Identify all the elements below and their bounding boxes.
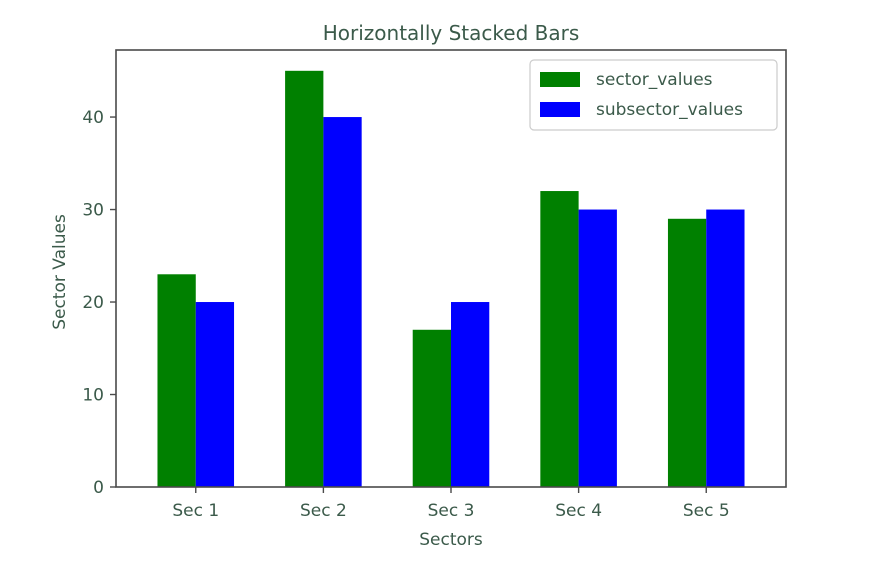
bar-sector_values-5	[667, 218, 707, 487]
x-axis-ticks: Sec 1 Sec 2 Sec 3 Sec 4 Sec 5	[172, 487, 730, 521]
y-tick-label: 20	[82, 293, 104, 313]
bar-subsector_values-1	[195, 302, 235, 487]
y-tick-label: 0	[93, 478, 104, 498]
bar-sector_values-2	[285, 70, 324, 488]
y-tick-label: 10	[82, 386, 104, 406]
bar-subsector_values-2	[323, 117, 362, 487]
x-tick-label: Sec 2	[300, 501, 347, 521]
y-axis-label: Sector Values	[50, 214, 70, 330]
bar-sector_values-1	[157, 274, 196, 487]
bar-sector_values-3	[412, 329, 451, 487]
x-tick-label: Sec 5	[683, 501, 730, 521]
legend-swatch-subsector_values	[540, 102, 580, 117]
bar-subsector_values-5	[706, 209, 745, 488]
bar-subsector_values-3	[451, 302, 490, 487]
x-tick-label: Sec 1	[172, 501, 219, 521]
legend-label-subsector_values: subsector_values	[596, 100, 743, 120]
bar-subsector_values-4	[578, 209, 617, 488]
y-tick-label: 30	[82, 201, 104, 221]
x-tick-label: Sec 4	[555, 501, 602, 521]
legend-swatch-sector_values	[540, 72, 580, 87]
legend-frame	[529, 59, 778, 131]
legend-label-sector_values: sector_values	[596, 70, 713, 90]
y-tick-label: 40	[82, 108, 104, 128]
legend: sector_values subsector_values	[529, 59, 778, 131]
bars-group	[157, 70, 745, 488]
y-axis-ticks: 0 10 20 30 40	[82, 108, 116, 498]
chart-title: Horizontally Stacked Bars	[323, 21, 580, 45]
plot-frame	[115, 49, 787, 488]
x-axis-label: Sectors	[419, 530, 483, 550]
bar-sector_values-4	[540, 191, 579, 487]
x-tick-label: Sec 3	[428, 501, 475, 521]
